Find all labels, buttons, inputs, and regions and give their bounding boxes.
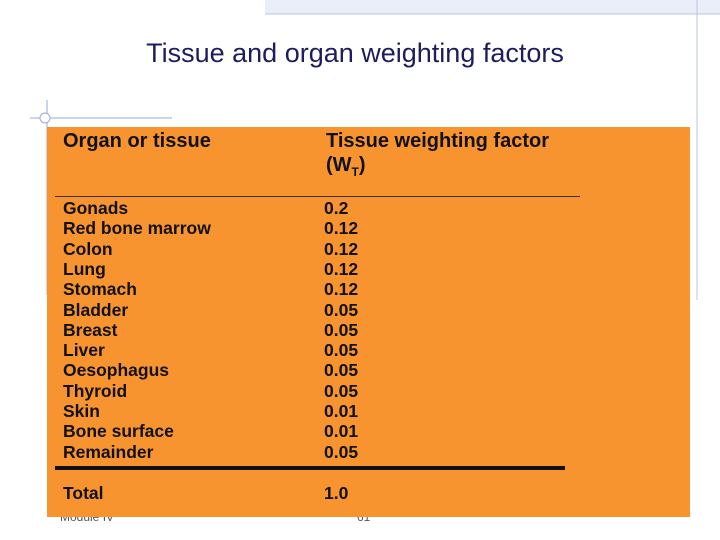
organ-cell: Stomach — [63, 279, 137, 300]
total-label: Total — [63, 483, 104, 503]
factor-cell: 0.2 — [324, 198, 349, 218]
factor-cell: 0.12 — [324, 279, 359, 300]
header-text: ) — [358, 154, 366, 176]
deco-band — [265, 0, 720, 14]
factor-cell: 0.05 — [324, 319, 359, 340]
header-cell: Organ or tissue — [63, 130, 211, 152]
slide-title: Tissue and organ weighting factors — [146, 38, 564, 68]
organ-cell: Skin — [63, 401, 100, 421]
header-subscript: T — [351, 165, 359, 179]
factor-cell: 0.05 — [324, 441, 359, 462]
header-text: Tissue weighting factor (W — [326, 130, 549, 176]
organ-cell: Lung — [63, 258, 106, 279]
factor-cell: 0.12 — [324, 238, 359, 259]
factor-cell: 0.12 — [324, 218, 359, 239]
organ-cell: Colon — [63, 238, 113, 259]
total-value: 1.0 — [324, 483, 349, 503]
organ-cell: Breast — [63, 319, 118, 340]
organ-cell: Remainder — [63, 441, 154, 462]
factor-cell: 0.05 — [324, 380, 359, 401]
total-rule — [55, 466, 565, 470]
header-rule — [55, 196, 580, 197]
organ-cell: Thyroid — [63, 380, 128, 401]
organ-cell: Gonads — [63, 198, 129, 218]
factor-cell: 0.12 — [324, 258, 359, 279]
organ-cell: Liver — [63, 340, 105, 361]
factor-cell: 0.01 — [324, 401, 359, 421]
organ-cell: Red bone marrow — [63, 218, 211, 239]
factor-cell: 0.01 — [324, 421, 359, 442]
deco-circle — [39, 112, 51, 124]
factor-cell: 0.05 — [324, 360, 359, 381]
organ-cell: Bladder — [63, 299, 129, 320]
header-cell: Tissue weighting factor (WT) — [326, 129, 586, 184]
organ-cell: Oesophagus — [63, 360, 169, 381]
table: Organ or tissue Tissue weighting factor … — [47, 127, 690, 517]
factor-cell: 0.05 — [324, 299, 359, 320]
factor-cell: 0.05 — [324, 340, 359, 361]
organ-cell: Bone surface — [63, 421, 174, 442]
